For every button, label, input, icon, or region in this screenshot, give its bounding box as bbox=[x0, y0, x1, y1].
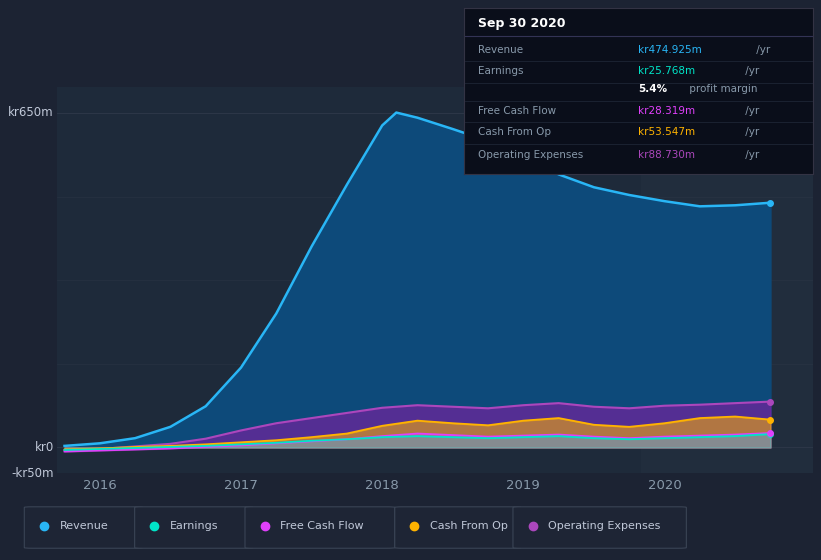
Text: Revenue: Revenue bbox=[60, 521, 108, 531]
FancyBboxPatch shape bbox=[395, 507, 521, 548]
Text: Operating Expenses: Operating Expenses bbox=[548, 521, 661, 531]
Text: kr25.768m: kr25.768m bbox=[639, 66, 695, 76]
Text: kr28.319m: kr28.319m bbox=[639, 106, 695, 116]
Text: Free Cash Flow: Free Cash Flow bbox=[478, 106, 556, 116]
Text: Sep 30 2020: Sep 30 2020 bbox=[478, 17, 566, 30]
Text: /yr: /yr bbox=[754, 45, 771, 55]
FancyBboxPatch shape bbox=[135, 507, 253, 548]
Text: Revenue: Revenue bbox=[478, 45, 523, 55]
Text: /yr: /yr bbox=[742, 66, 759, 76]
Text: -kr50m: -kr50m bbox=[11, 466, 53, 480]
Text: kr0: kr0 bbox=[34, 441, 53, 454]
Text: /yr: /yr bbox=[742, 127, 759, 137]
Text: kr53.547m: kr53.547m bbox=[639, 127, 695, 137]
Text: kr474.925m: kr474.925m bbox=[639, 45, 702, 55]
Text: Cash From Op: Cash From Op bbox=[478, 127, 551, 137]
FancyBboxPatch shape bbox=[25, 507, 143, 548]
Text: Free Cash Flow: Free Cash Flow bbox=[281, 521, 364, 531]
Text: /yr: /yr bbox=[742, 106, 759, 116]
Text: 5.4%: 5.4% bbox=[639, 85, 667, 95]
FancyBboxPatch shape bbox=[245, 507, 395, 548]
Text: Earnings: Earnings bbox=[170, 521, 218, 531]
Text: kr650m: kr650m bbox=[8, 106, 53, 119]
FancyBboxPatch shape bbox=[513, 507, 686, 548]
Text: profit margin: profit margin bbox=[686, 85, 758, 95]
Text: Operating Expenses: Operating Expenses bbox=[478, 151, 583, 161]
Text: /yr: /yr bbox=[742, 151, 759, 161]
Bar bbox=[640, 87, 813, 473]
Text: Earnings: Earnings bbox=[478, 66, 523, 76]
Text: Cash From Op: Cash From Op bbox=[430, 521, 508, 531]
Text: kr88.730m: kr88.730m bbox=[639, 151, 695, 161]
